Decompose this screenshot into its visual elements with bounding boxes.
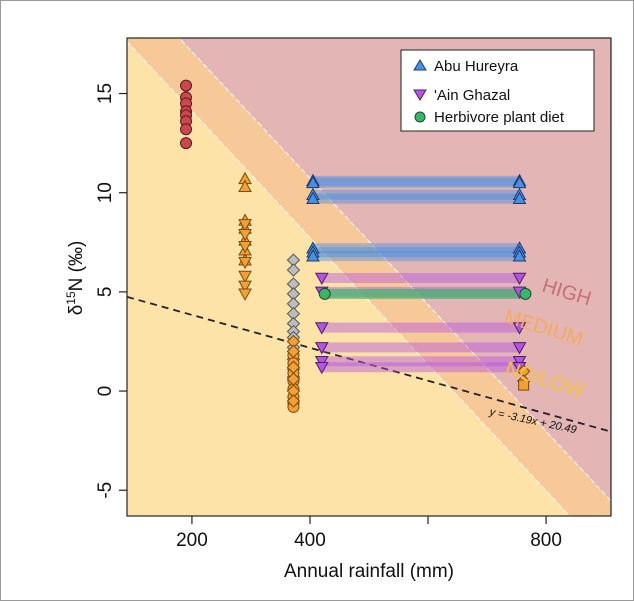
y-tick-label: 15	[95, 83, 116, 104]
data-point	[512, 322, 527, 335]
data-point	[314, 322, 329, 335]
zone-medium	[127, 38, 611, 516]
data-point	[512, 175, 527, 189]
range-band	[321, 322, 520, 333]
range-band	[312, 243, 520, 254]
range-band	[321, 272, 520, 283]
legend-box	[400, 49, 595, 132]
legend-label-ain-ghazal: 'Ain Ghazal	[434, 87, 510, 104]
data-point	[238, 179, 252, 193]
data-point	[286, 263, 301, 277]
data-point	[238, 288, 252, 301]
range-band	[312, 193, 520, 204]
data-point	[306, 175, 320, 189]
axes-layer: 200 400 800 -5 0 5 10 15	[95, 83, 562, 551]
data-point	[238, 240, 252, 254]
data-point	[306, 191, 320, 204]
range-band	[312, 177, 520, 188]
data-point	[180, 137, 193, 150]
data-point	[519, 287, 532, 300]
range-band	[312, 175, 520, 186]
x-axis-title: Annual rainfall (mm)	[284, 561, 454, 582]
range-band	[312, 189, 520, 200]
data-point	[238, 256, 252, 270]
x-tick-label: 200	[176, 530, 208, 551]
y-tick-label: 0	[95, 386, 116, 397]
data-point	[512, 191, 527, 204]
y-tick-label: 5	[95, 287, 116, 298]
boundary-medium-low	[127, 41, 571, 516]
data-point	[314, 272, 329, 286]
data-point	[512, 355, 527, 369]
data-point	[512, 342, 527, 355]
zone-nolow	[127, 41, 570, 516]
legend: Abu Hureyra 'Ain Ghazal Herbivore plant …	[400, 49, 595, 132]
data-point	[306, 249, 320, 262]
legend-marker-herbivore	[414, 111, 426, 123]
data-point	[314, 361, 329, 375]
data-point	[238, 219, 252, 232]
data-point	[512, 272, 527, 286]
data-point	[318, 287, 331, 300]
range-bands	[312, 175, 526, 373]
legend-marker-ain-ghazal	[413, 89, 427, 101]
data-point	[286, 344, 301, 359]
range-band	[324, 288, 526, 299]
range-band	[321, 342, 520, 353]
data-point	[512, 249, 527, 262]
data-point	[238, 270, 252, 284]
plot-border	[126, 37, 612, 517]
zone-layer	[127, 38, 611, 516]
data-point	[314, 342, 329, 355]
range-band	[321, 362, 520, 373]
data-point	[314, 355, 329, 369]
boundary-high-medium	[178, 38, 611, 502]
data-point	[286, 394, 301, 408]
range-band	[321, 356, 520, 367]
x-tick-label: 400	[294, 530, 326, 551]
legend-marker-abu-hureyra	[413, 59, 427, 71]
data-point	[238, 280, 252, 293]
data-point	[180, 123, 193, 136]
data-point	[238, 229, 252, 242]
legend-label-abu-hureyra: Abu Hureyra	[434, 58, 519, 75]
range-band	[312, 251, 520, 262]
data-point	[180, 79, 193, 92]
legend-label-herbivore: Herbivore plant diet	[434, 109, 565, 126]
y-tick-label: -5	[95, 482, 116, 499]
range-band	[312, 247, 520, 258]
y-axis-title: δ15N (‰)	[64, 241, 87, 316]
x-tick-label: 800	[530, 530, 562, 551]
points-layer	[180, 79, 532, 413]
y-tick-label: 10	[95, 182, 116, 203]
data-point	[518, 379, 530, 391]
